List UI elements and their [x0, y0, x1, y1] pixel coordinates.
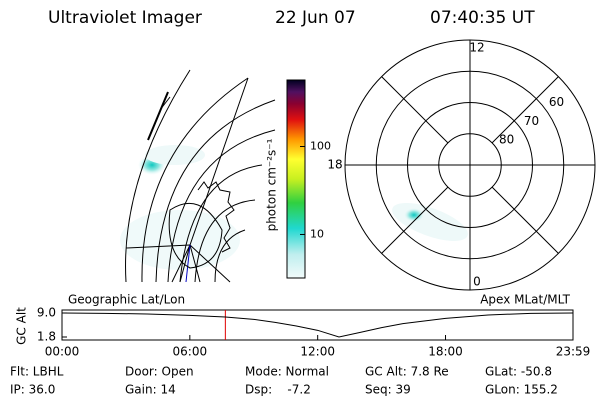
info-field: Flt: LBHL: [10, 365, 64, 379]
polar-lat-label: 80: [499, 133, 514, 147]
polar-spoke: [381, 186, 449, 254]
colorbar-tick-label: 10: [310, 227, 324, 240]
map-caption: Geographic Lat/Lon: [68, 293, 185, 307]
x-tick-label: 00:00: [45, 345, 80, 359]
polar-lat-label: 70: [524, 114, 539, 128]
colorbar-label: photon cm⁻²s⁻¹: [265, 138, 279, 231]
time: 07:40:35 UT: [430, 8, 535, 28]
y-axis-label: GC Alt: [15, 307, 29, 345]
altitude-line: [61, 312, 574, 338]
polar-spoke: [491, 186, 559, 254]
colorbar: [286, 79, 306, 279]
x-tick-label: 18:00: [428, 345, 463, 359]
info-field: GC Alt: 7.8 Re: [365, 365, 449, 379]
info-field: GLon: 155.2: [485, 383, 558, 397]
polar-blob: [392, 203, 468, 241]
info-field: Mode: Normal: [245, 365, 329, 379]
y-tick-label: 1.8: [37, 330, 56, 344]
info-field: Door: Open: [125, 365, 194, 379]
info-field: IP: 36.0: [10, 383, 55, 397]
y-tick-label: 9.0: [37, 306, 56, 320]
colorbar-tick-label: 100: [310, 139, 331, 152]
info-field: Gain: 14: [125, 383, 176, 397]
info-field: Dsp: -7.2: [245, 383, 311, 397]
info-field: Seq: 39: [365, 383, 411, 397]
polar-lat-label: 60: [549, 95, 564, 109]
date: 22 Jun 07: [275, 8, 356, 28]
polar-mlt-label: 0: [473, 275, 481, 289]
polar-spoke: [381, 76, 449, 144]
polar-spoke: [491, 76, 559, 144]
x-tick-label: 06:00: [173, 345, 208, 359]
title: Ultraviolet Imager: [48, 8, 202, 28]
geo-map: [120, 69, 276, 283]
x-tick-label: 12:00: [300, 345, 335, 359]
polar-mlt-label: 12: [469, 41, 484, 55]
info-field: GLat: -50.8: [485, 365, 552, 379]
polar-mlt-label: 18: [327, 158, 342, 172]
x-tick-label: 23:59: [556, 345, 591, 359]
polar-caption: Apex MLat/MLT: [480, 293, 570, 307]
